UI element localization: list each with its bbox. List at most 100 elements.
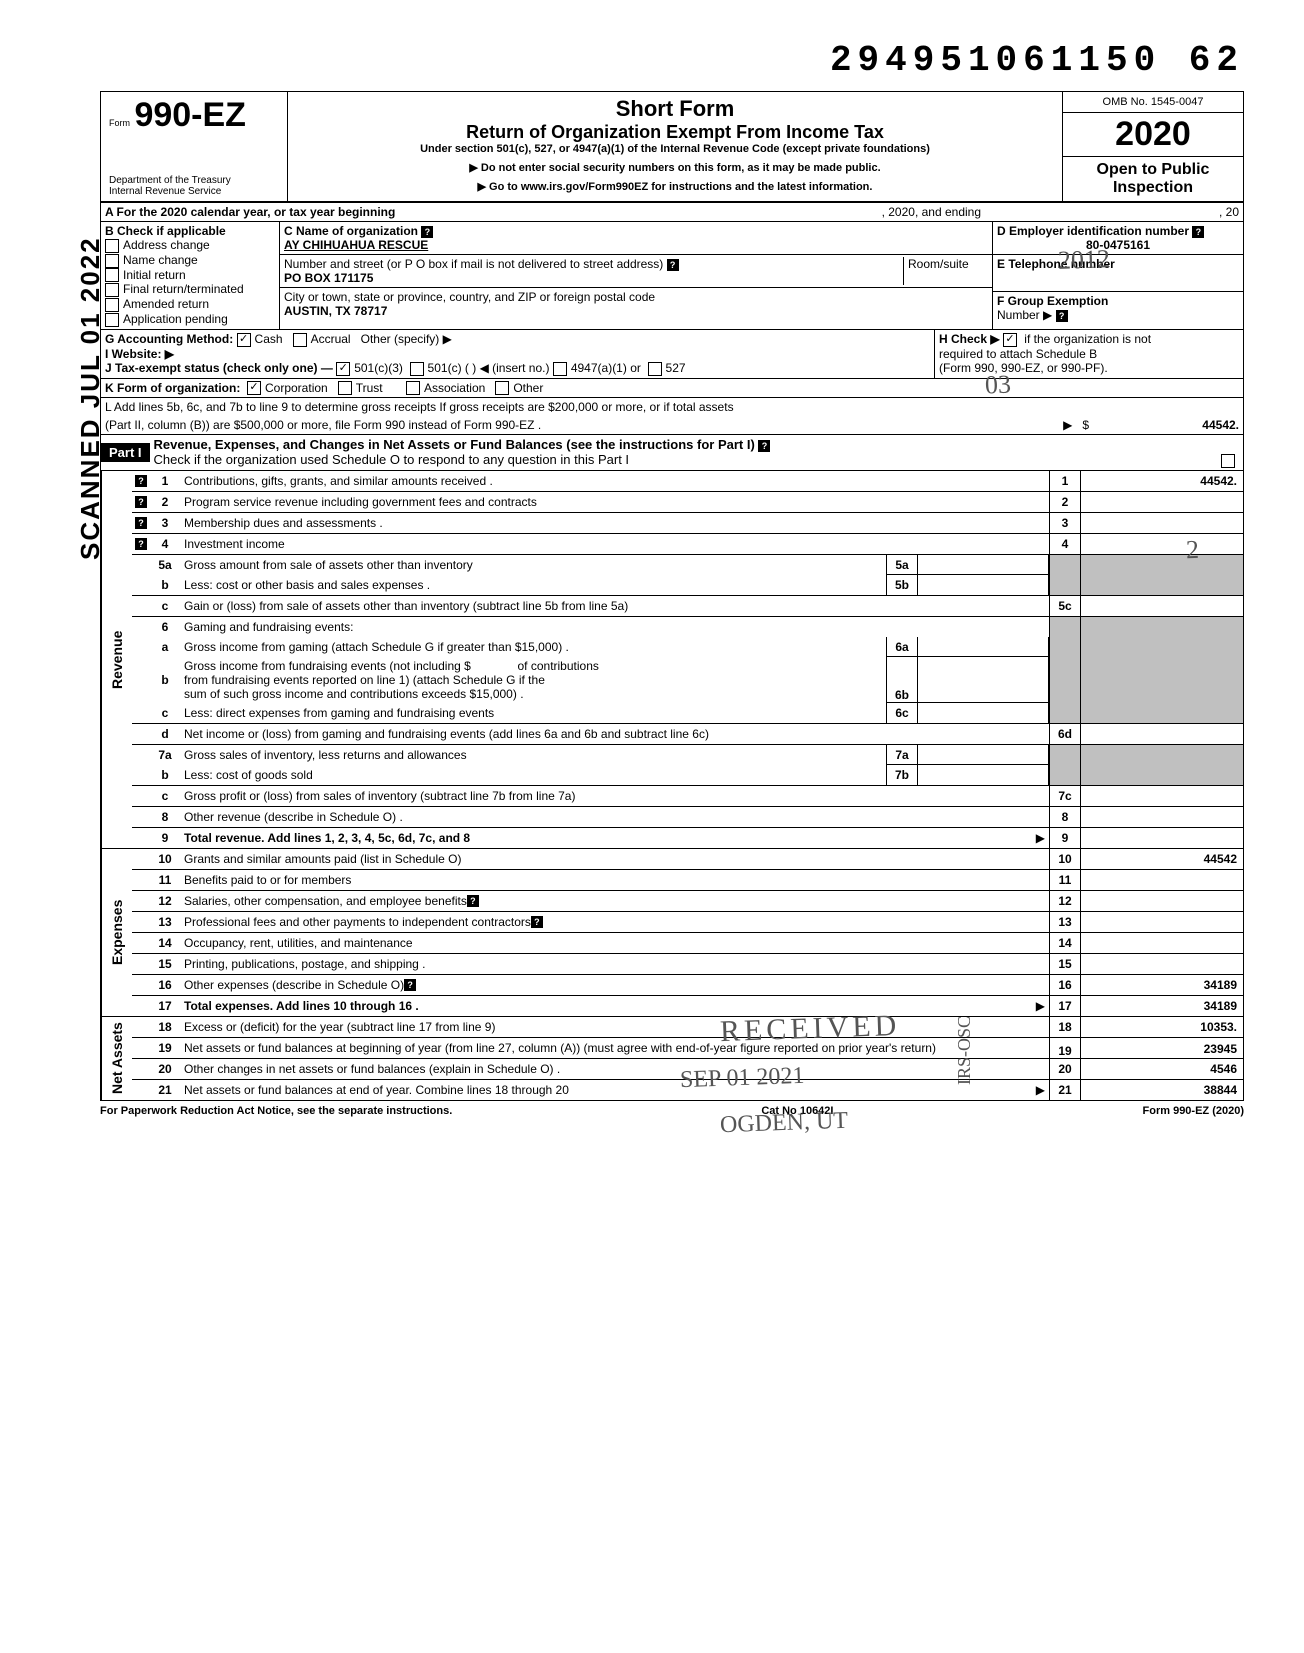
document-number: 294951061150 62 [60,40,1244,81]
irs-label: Internal Revenue Service [109,186,279,197]
help-icon[interactable]: ? [135,517,147,529]
line-num: 2 [150,492,180,512]
line-num: 18 [150,1017,180,1037]
line-desc: Other revenue (describe in Schedule O) . [184,810,403,824]
row-h-line2: required to attach Schedule B [939,347,1239,361]
line-desc4: sum of such gross income and contributio… [184,687,524,701]
line-desc: Gross profit or (loss) from sales of inv… [184,789,575,803]
mid-num: 5a [886,555,918,575]
j-opt2: 501(c) ( [428,361,469,375]
right-num: 13 [1049,912,1081,932]
line-desc: Net assets or fund balances at beginning… [184,1041,936,1055]
line-num: 5a [150,555,180,575]
checkbox-trust[interactable] [338,381,352,395]
checkbox-initial-return[interactable] [105,268,119,282]
k-assoc: Association [424,381,485,395]
checkbox-accrual[interactable] [293,333,307,347]
line-desc: Salaries, other compensation, and employ… [184,894,467,908]
help-icon[interactable]: ? [758,440,770,452]
line-num: 10 [150,849,180,869]
checkbox-address-change[interactable] [105,239,119,253]
checkbox-final-return[interactable] [105,283,119,297]
right-num: 15 [1049,954,1081,974]
line-num: 19 [150,1038,180,1058]
room-suite-label: Room/suite [903,257,988,285]
checkbox-4947[interactable] [553,362,567,376]
line-num: c [150,786,180,806]
right-num: 3 [1049,513,1081,533]
right-num: 21 [1049,1080,1081,1100]
section-b-label: B Check if applicable [105,224,275,238]
right-num: 17 [1049,996,1081,1016]
checkbox-501c[interactable] [410,362,424,376]
checkbox-501c3[interactable]: ✓ [336,362,350,376]
line-desc2: of contributions [518,659,599,673]
line-desc: Printing, publications, postage, and shi… [184,957,426,971]
help-icon[interactable]: ? [135,475,147,487]
k-corp: Corporation [265,381,328,395]
checkbox-cash[interactable]: ✓ [237,333,251,347]
line-num: 6 [150,617,180,637]
line-num: 4 [150,534,180,554]
line-num: 21 [150,1080,180,1100]
help-icon[interactable]: ? [135,496,147,508]
line-num: c [150,703,180,723]
expenses-section-label: Expenses [101,849,132,1016]
mid-num: 6a [886,637,918,657]
line-desc: Grants and similar amounts paid (list in… [184,852,461,866]
line-desc: Net assets or fund balances at end of ye… [184,1083,569,1097]
help-icon[interactable]: ? [421,226,433,238]
form-number: 990-EZ [134,96,246,134]
right-val [1081,513,1243,533]
checkbox-schedule-o[interactable] [1221,454,1235,468]
row-l-line1: L Add lines 5b, 6c, and 7b to line 9 to … [101,398,1243,416]
right-val [1081,492,1243,512]
right-val [1081,954,1243,974]
right-val [1081,891,1243,911]
help-icon[interactable]: ? [135,538,147,550]
under-line: Under section 501(c), 527, or 4947(a)(1)… [296,143,1054,155]
right-num: 6d [1049,724,1081,744]
line-desc: Gain or (loss) from sale of assets other… [184,599,628,613]
checkbox-amended-return[interactable] [105,298,119,312]
right-num: 8 [1049,807,1081,827]
right-val [1081,933,1243,953]
city-label: City or town, state or province, country… [284,290,655,304]
right-val [1081,807,1243,827]
right-val: 34189 [1081,996,1243,1016]
line-desc: Gaming and fundraising events: [184,620,353,634]
section-f-label: F Group Exemption [997,294,1108,308]
line-desc: Gross amount from sale of assets other t… [184,558,473,572]
help-icon[interactable]: ? [1056,310,1068,322]
check-label: Amended return [123,297,209,311]
line-desc: Membership dues and assessments . [184,516,383,530]
row-a-label: A For the 2020 calendar year, or tax yea… [101,203,878,221]
checkbox-527[interactable] [648,362,662,376]
checkbox-name-change[interactable] [105,254,119,268]
mid-num: 7a [886,745,918,765]
footer-left: For Paperwork Reduction Act Notice, see … [100,1105,452,1117]
checkbox-association[interactable] [406,381,420,395]
form-prefix: Form [109,118,130,128]
line-desc: Other expenses (describe in Schedule O) [184,978,404,992]
k-trust: Trust [356,381,383,395]
checkbox-schedule-b[interactable]: ✓ [1003,333,1017,347]
help-icon[interactable]: ? [667,259,679,271]
line-num: b [150,575,180,595]
line-num: 20 [150,1059,180,1079]
line-num: 7a [150,745,180,765]
checkbox-corporation[interactable]: ✓ [247,381,261,395]
help-icon[interactable]: ? [467,895,479,907]
right-num: 5c [1049,596,1081,616]
line-num: 9 [150,828,180,848]
check-label: Final return/terminated [123,282,244,296]
help-icon[interactable]: ? [531,916,543,928]
right-num: 10 [1049,849,1081,869]
right-num: 9 [1049,828,1081,848]
help-icon[interactable]: ? [404,979,416,991]
right-num: 4 [1049,534,1081,554]
checkbox-other[interactable] [495,381,509,395]
right-val: 4546 [1081,1059,1243,1079]
help-icon[interactable]: ? [1192,226,1204,238]
checkbox-application-pending[interactable] [105,313,119,327]
